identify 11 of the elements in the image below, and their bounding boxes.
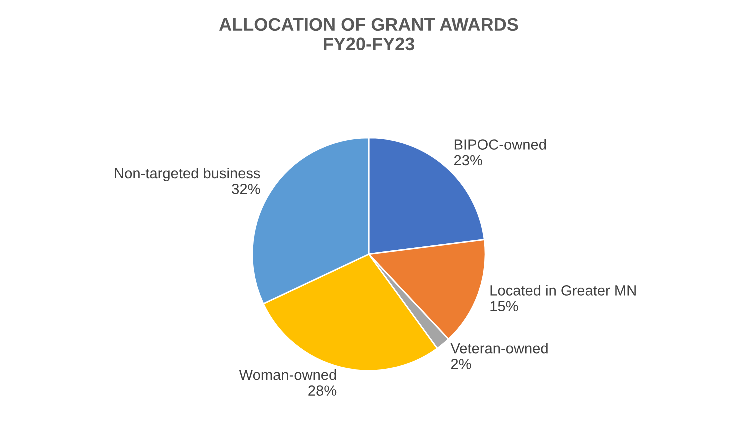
slice-label: Woman-owned: [239, 370, 336, 380]
chart-title: ALLOCATION OF GRANT AWARDS FY20-FY23: [219, 18, 518, 51]
data-label: 28%: [308, 386, 337, 396]
data-label: 23%: [454, 155, 482, 166]
slice-label: Non-targeted business: [115, 168, 260, 182]
data-label: 32%: [232, 184, 260, 194]
data-label: 2%: [451, 359, 472, 370]
slice-label: Located in Greater MN: [490, 285, 636, 296]
slice-label: BIPOC-owned: [454, 139, 546, 150]
data-label: 15%: [490, 301, 518, 312]
slice-label: Veteran-owned: [450, 343, 548, 354]
